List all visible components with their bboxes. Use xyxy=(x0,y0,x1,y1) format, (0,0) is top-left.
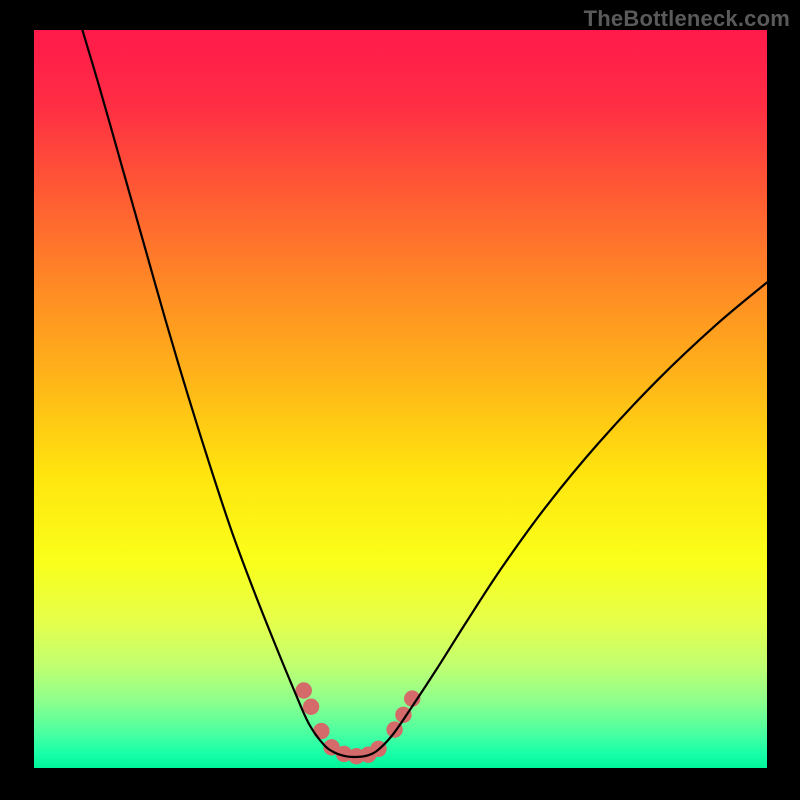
chart-svg xyxy=(34,30,767,768)
chart-frame: TheBottleneck.com xyxy=(0,0,800,800)
marker-point xyxy=(303,699,319,715)
marker-point xyxy=(296,682,312,698)
plot-area xyxy=(34,30,767,768)
gradient-background xyxy=(34,30,767,768)
marker-point xyxy=(313,723,329,739)
watermark-text: TheBottleneck.com xyxy=(584,6,790,32)
